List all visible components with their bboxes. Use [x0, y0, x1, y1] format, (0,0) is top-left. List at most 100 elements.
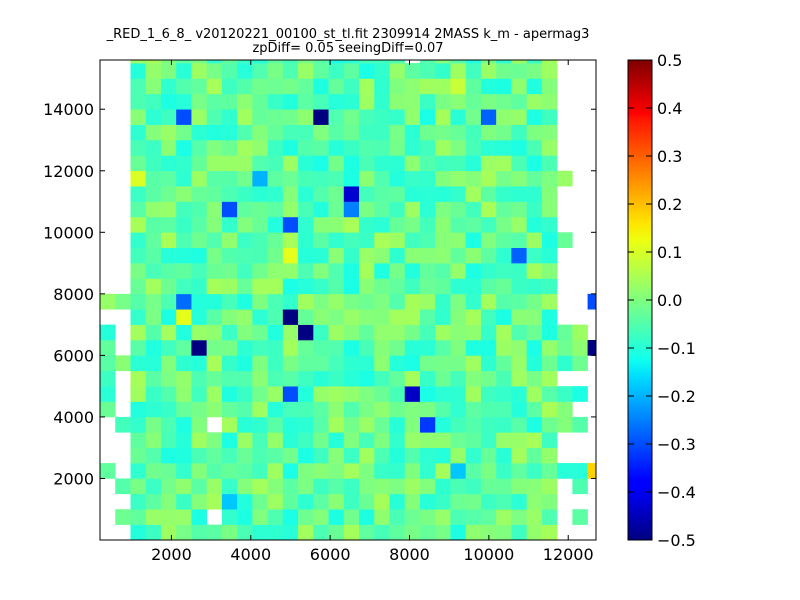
- heatmap-cell: [389, 155, 406, 172]
- heatmap-cell: [359, 232, 375, 248]
- heatmap-cell: [160, 370, 177, 387]
- heatmap-cell: [221, 340, 238, 356]
- heatmap-cell: [450, 216, 466, 233]
- heatmap-cell: [359, 370, 375, 387]
- heatmap-cell: [328, 370, 345, 387]
- heatmap-cell: [511, 293, 527, 310]
- heatmap-cell: [435, 63, 451, 79]
- heatmap-cell: [267, 463, 284, 479]
- heatmap-cell: [252, 109, 268, 125]
- heatmap-cell: [298, 386, 314, 402]
- heatmap-cell: [237, 78, 253, 95]
- heatmap-cell: [130, 386, 147, 402]
- heatmap-cell: [328, 186, 345, 202]
- heatmap-cell: [206, 155, 223, 172]
- heatmap-cell: [435, 463, 451, 479]
- heatmap-cell: [267, 386, 284, 402]
- heatmap-cell: [480, 386, 497, 402]
- heatmap-cell: [374, 324, 390, 341]
- heatmap-cell: [404, 78, 421, 95]
- heatmap-cell: [419, 309, 436, 325]
- heatmap-cell: [541, 124, 558, 141]
- heatmap-cell: [419, 355, 436, 372]
- heatmap-cell: [343, 324, 360, 341]
- y-tick-label: 14000: [43, 100, 94, 119]
- heatmap-cell: [419, 278, 436, 295]
- heatmap-cell: [313, 493, 329, 510]
- heatmap-cell: [374, 232, 390, 248]
- heatmap-cell: [237, 247, 253, 264]
- heatmap-cell: [343, 524, 360, 541]
- heatmap-cell: [298, 93, 314, 110]
- heatmap-cell: [237, 63, 253, 79]
- heatmap-cell: [419, 340, 436, 356]
- heatmap-cell: [572, 324, 588, 341]
- heatmap-cell: [191, 186, 207, 202]
- heatmap-cell: [160, 524, 177, 541]
- heatmap-cell: [435, 186, 451, 202]
- heatmap-cell: [100, 324, 116, 341]
- heatmap-cell: [328, 170, 345, 187]
- heatmap-cell: [419, 60, 436, 64]
- heatmap-cell: [557, 340, 573, 356]
- heatmap-cell: [145, 293, 162, 310]
- heatmap-cell: [145, 109, 162, 125]
- heatmap-cell: [496, 63, 512, 79]
- heatmap-cell: [541, 232, 558, 248]
- heatmap-cell: [419, 216, 436, 233]
- heatmap-cell: [221, 278, 238, 295]
- heatmap-cell: [252, 416, 268, 433]
- heatmap-cell: [541, 401, 558, 418]
- heatmap-cell: [374, 416, 390, 433]
- heatmap-cell: [160, 93, 177, 110]
- heatmap-cell: [587, 293, 597, 310]
- heatmap-cell: [160, 293, 177, 310]
- heatmap-cells: [100, 60, 597, 541]
- heatmap-cell: [435, 401, 451, 418]
- heatmap-cell: [511, 60, 527, 64]
- heatmap-cell: [389, 124, 406, 141]
- heatmap-cell: [328, 140, 345, 156]
- heatmap-cell: [343, 447, 360, 464]
- heatmap-cell: [404, 63, 421, 79]
- heatmap-cell: [435, 386, 451, 402]
- heatmap-cell: [374, 432, 390, 448]
- heatmap-cell: [160, 216, 177, 233]
- heatmap-cell: [374, 340, 390, 356]
- heatmap-cell: [145, 309, 162, 325]
- heatmap-cell: [572, 509, 588, 525]
- heatmap-cell: [206, 355, 223, 372]
- heatmap-cell: [343, 201, 360, 218]
- heatmap-cell: [160, 263, 177, 279]
- heatmap-cell: [480, 93, 497, 110]
- heatmap-cell: [374, 509, 390, 525]
- heatmap-cell: [252, 478, 268, 495]
- heatmap-cell: [541, 509, 558, 525]
- heatmap-cell: [221, 309, 238, 325]
- heatmap-cell: [191, 263, 207, 279]
- heatmap-cell: [160, 447, 177, 464]
- heatmap-cell: [206, 263, 223, 279]
- heatmap-cell: [465, 247, 482, 264]
- heatmap-cell: [252, 355, 268, 372]
- heatmap-cell: [221, 93, 238, 110]
- x-tick-label: 6000: [310, 545, 351, 564]
- heatmap-cell: [343, 232, 360, 248]
- heatmap-cell: [252, 60, 268, 64]
- colorbar-tick-label: 0.1: [657, 243, 682, 262]
- heatmap-cell: [313, 509, 329, 525]
- heatmap-cell: [328, 340, 345, 356]
- heatmap-cell: [526, 416, 543, 433]
- heatmap-cell: [465, 109, 482, 125]
- heatmap-cell: [130, 109, 147, 125]
- heatmap-cell: [450, 201, 466, 218]
- heatmap-cell: [267, 293, 284, 310]
- heatmap-cell: [374, 247, 390, 264]
- heatmap-cell: [419, 201, 436, 218]
- heatmap-cell: [267, 324, 284, 341]
- heatmap-cell: [282, 155, 299, 172]
- heatmap-cell: [374, 201, 390, 218]
- heatmap-cell: [221, 63, 238, 79]
- heatmap-cell: [404, 201, 421, 218]
- heatmap-cell: [313, 324, 329, 341]
